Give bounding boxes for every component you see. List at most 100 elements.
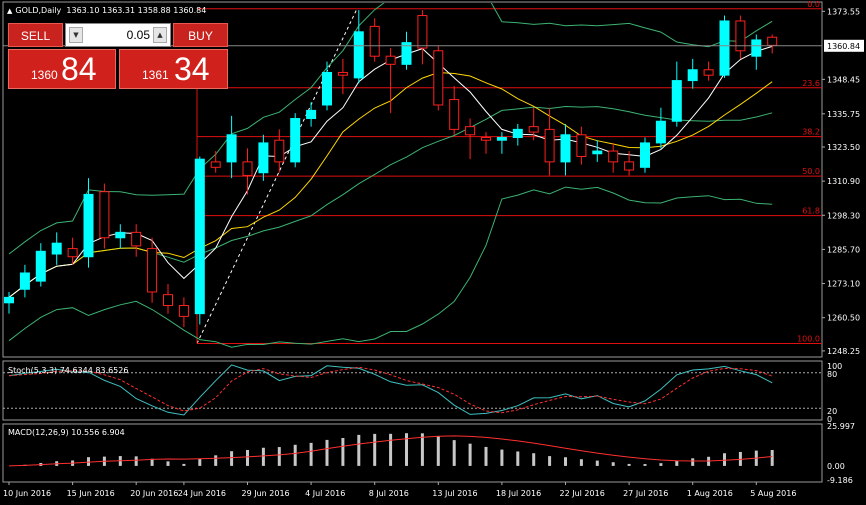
buy-price-prefix: 1361 <box>142 68 169 82</box>
candle[interactable] <box>496 132 507 154</box>
candle-body <box>751 39 762 57</box>
macd-subwindow[interactable]: 25.997 0.00 -9.186 <box>8 422 855 485</box>
candle[interactable] <box>178 297 189 328</box>
candle[interactable] <box>687 58 698 89</box>
sell-price-pips: 84 <box>61 51 97 87</box>
lot-increase-arrow-icon[interactable]: ▲ <box>153 27 167 43</box>
candle-body <box>560 134 571 163</box>
price-tick-label: 1285.70 <box>827 245 860 254</box>
candle[interactable] <box>242 148 253 195</box>
candle[interactable] <box>544 107 555 176</box>
candle-body <box>83 193 94 258</box>
lot-decrease-arrow-icon[interactable]: ▼ <box>69 27 83 43</box>
stoch-signal-line <box>8 366 773 414</box>
candle-body <box>226 134 237 163</box>
candle[interactable] <box>131 224 142 257</box>
candle[interactable] <box>671 61 682 127</box>
candle[interactable] <box>226 115 237 179</box>
candle[interactable] <box>767 34 778 54</box>
macd-tick-label: 0.00 <box>827 462 845 471</box>
candle-body <box>608 150 619 163</box>
candle[interactable] <box>67 237 78 265</box>
candle[interactable] <box>608 142 619 173</box>
candle-body <box>178 305 189 317</box>
buy-price-button[interactable]: 1361 34 <box>119 49 228 89</box>
macd-window-border <box>2 423 823 483</box>
candle-body <box>4 296 14 304</box>
candle[interactable] <box>735 15 746 59</box>
candle[interactable] <box>751 34 762 70</box>
time-axis: 10 Jun 2016 15 Jun 2016 20 Jun 2016 24 Jun … <box>3 482 796 498</box>
candle[interactable] <box>83 178 94 268</box>
candle[interactable] <box>560 123 571 176</box>
fib-level-label: 50.0 <box>802 167 820 176</box>
candle[interactable] <box>35 243 46 287</box>
candle[interactable] <box>115 224 126 249</box>
sell-price-button[interactable]: 1360 84 <box>8 49 116 89</box>
candle[interactable] <box>353 10 364 84</box>
candle[interactable] <box>640 137 650 173</box>
price-tick-label: 1348.45 <box>827 75 860 84</box>
candle[interactable] <box>433 45 444 111</box>
candle[interactable] <box>703 61 714 81</box>
candle[interactable] <box>337 58 348 95</box>
lot-size-stepper[interactable]: ▼ 0.05 ▲ <box>65 23 171 47</box>
lot-size-value[interactable]: 0.05 <box>126 28 150 42</box>
candle-body <box>481 136 491 141</box>
price-tick-label: 1310.90 <box>827 177 860 186</box>
candle[interactable] <box>385 48 396 114</box>
candle[interactable] <box>576 126 587 165</box>
candle[interactable] <box>274 129 285 173</box>
time-tick-label: 18 Jul 2016 <box>496 489 541 498</box>
candle[interactable] <box>592 140 603 162</box>
candle-body <box>147 248 158 293</box>
candle-body <box>163 294 173 307</box>
time-tick-label: 10 Jun 2016 <box>3 489 51 498</box>
candle[interactable] <box>719 15 730 78</box>
candle[interactable] <box>290 113 301 168</box>
candle-body <box>131 231 142 247</box>
candle[interactable] <box>51 232 62 265</box>
candle[interactable] <box>306 102 317 127</box>
candle[interactable] <box>19 264 30 298</box>
time-tick-label: 13 Jul 2016 <box>432 489 477 498</box>
candle-body <box>369 25 380 57</box>
price-tick-label: 1373.55 <box>827 7 860 16</box>
candle-body <box>19 272 30 290</box>
candle[interactable] <box>369 18 380 62</box>
candle[interactable] <box>258 134 269 181</box>
candle[interactable] <box>99 183 110 249</box>
price-tick-label: 1335.75 <box>827 110 860 119</box>
candle[interactable] <box>322 61 332 111</box>
candle[interactable] <box>528 107 539 141</box>
buy-button[interactable]: BUY <box>173 23 228 47</box>
fib-level-label: 23.6 <box>802 79 820 88</box>
candle[interactable] <box>624 151 635 176</box>
candle[interactable] <box>449 86 460 135</box>
candle-body <box>258 142 269 174</box>
current-price-label: 1360.84 <box>827 42 860 51</box>
candle[interactable] <box>481 132 491 154</box>
candle[interactable] <box>210 151 221 173</box>
candle[interactable] <box>512 123 523 146</box>
candle[interactable] <box>417 10 428 65</box>
buy-price-pips: 34 <box>174 51 210 87</box>
candle-body <box>449 99 460 130</box>
candle[interactable] <box>465 118 476 160</box>
candle-body <box>51 242 62 255</box>
candle[interactable] <box>401 31 412 70</box>
candle-body <box>385 55 396 65</box>
time-tick-label: 1 Aug 2016 <box>687 489 733 498</box>
sell-button[interactable]: SELL <box>8 23 63 47</box>
candle[interactable] <box>194 156 205 325</box>
main-price-plot[interactable]: 0.0 23.6 38.2 50.0 61.8 100.0 <box>3 0 822 348</box>
candle-body <box>512 128 523 138</box>
candle[interactable] <box>163 283 173 314</box>
candle[interactable] <box>655 107 666 149</box>
macd-signal-line <box>8 435 773 467</box>
candle-body <box>115 231 126 239</box>
candle[interactable] <box>147 237 158 303</box>
candle[interactable] <box>4 291 14 314</box>
